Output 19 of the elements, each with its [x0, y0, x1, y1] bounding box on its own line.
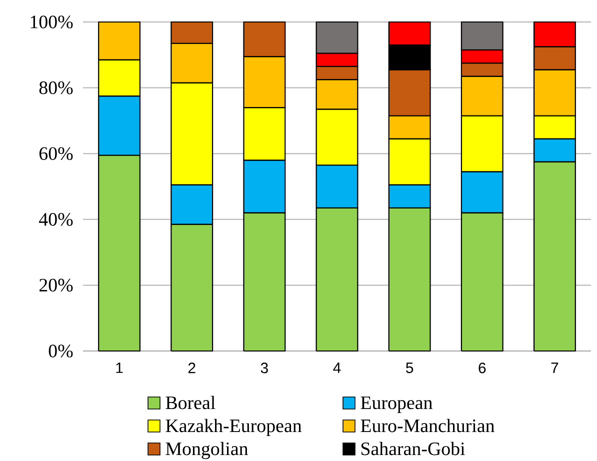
- x-tick-label: 4: [333, 362, 341, 373]
- legend-label: Mongolian: [166, 442, 248, 460]
- y-tick-label: 40%: [39, 212, 73, 226]
- y-tick-label: 100%: [30, 16, 73, 28]
- legend-label: Kazakh-European: [166, 418, 302, 436]
- x-tick-label: 3: [260, 362, 268, 374]
- y-tick-label: 0%: [48, 344, 73, 358]
- legend-label: Euro-Manchurian: [360, 418, 494, 432]
- x-tick-label: 7: [551, 362, 558, 373]
- x-tick-label: 6: [478, 362, 486, 374]
- x-tick-label: 2: [188, 362, 196, 374]
- x-tick-label: 5: [406, 362, 414, 374]
- legend-label: European: [360, 396, 432, 414]
- y-tick-label: 60%: [39, 147, 73, 160]
- legend-label: Saharan-Gobi: [361, 442, 465, 456]
- y-tick-label: 80%: [39, 81, 73, 94]
- legend-label: Boreal: [166, 396, 216, 410]
- x-tick-label: 1: [116, 362, 123, 373]
- y-tick-label: 20%: [39, 278, 73, 292]
